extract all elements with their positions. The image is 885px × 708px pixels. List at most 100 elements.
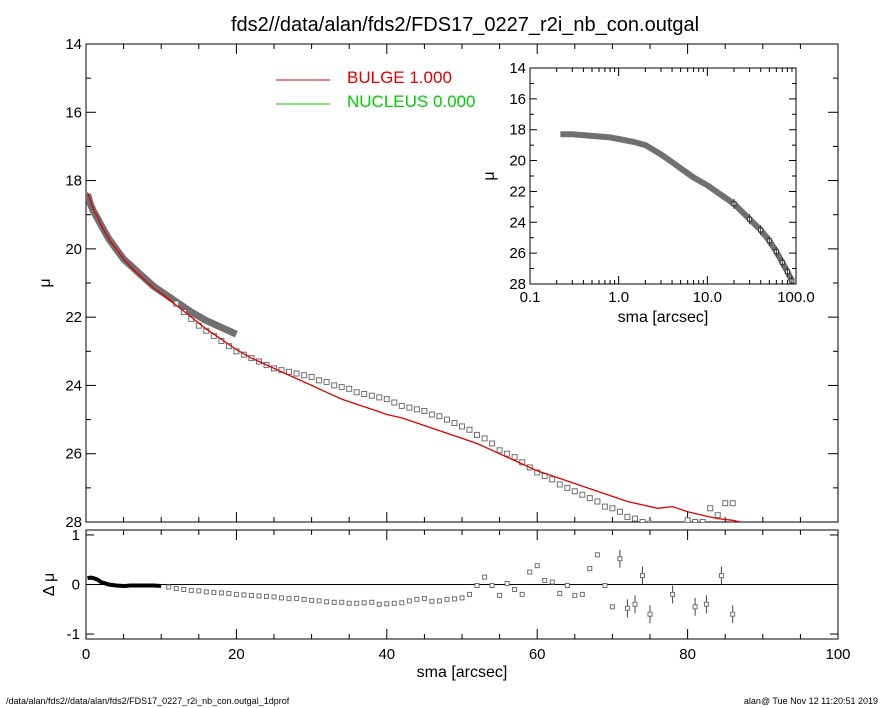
inset-profile-band	[560, 131, 795, 283]
residual-data-point	[361, 600, 367, 606]
residual-data-point	[594, 552, 600, 558]
residual-x-tick-label: 20	[228, 646, 245, 663]
residual-data-point	[527, 569, 533, 575]
footer-right: alan@ Tue Nov 12 11:20:51 2019	[744, 696, 878, 706]
inset-y-tick-label: 18	[509, 122, 526, 139]
residual-data-point	[572, 592, 578, 598]
main-data-point	[353, 389, 360, 396]
main-legend: BULGE 1.000 NUCLEUS 0.000	[276, 68, 476, 111]
main-data-point	[699, 519, 706, 522]
residual-data-point	[703, 601, 709, 607]
residual-data-point	[233, 591, 239, 597]
residual-y-tick-label: -1	[67, 626, 80, 643]
residual-data-point	[557, 590, 563, 596]
main-y-tick-label: 22	[65, 309, 82, 326]
inset-y-tick-label: 20	[509, 153, 526, 170]
inset-y-tick-label: 16	[509, 91, 526, 108]
main-data-point	[594, 498, 601, 505]
inset-x-tick-label: 10.0	[693, 289, 722, 306]
main-data-point	[684, 517, 691, 522]
inset-y-tick-label: 14	[509, 60, 526, 77]
main-data-point	[647, 520, 653, 522]
main-data-point	[489, 440, 496, 447]
residual-inner-line	[87, 575, 162, 588]
main-data-point	[729, 500, 736, 507]
main-data-point	[331, 382, 338, 389]
legend-label-nucleus: NUCLEUS 0.000	[347, 92, 476, 111]
main-data-point	[692, 519, 699, 522]
residual-data-point	[542, 578, 548, 583]
main-data-point	[428, 411, 435, 418]
inset-frame	[529, 67, 797, 285]
residual-x-tick-label: 0	[82, 646, 90, 663]
residual-data-point	[718, 573, 724, 579]
residual-data-point	[730, 611, 736, 617]
residual-x-tick-label: 60	[529, 646, 546, 663]
main-data-point	[707, 505, 714, 512]
residual-data-point	[354, 600, 360, 606]
main-data-point	[436, 413, 443, 420]
residual-data-point	[173, 586, 179, 591]
residual-data-point	[467, 591, 472, 597]
residual-data-point	[406, 598, 412, 604]
residual-data-point	[549, 579, 555, 585]
main-data-point	[421, 408, 428, 414]
main-data-point	[722, 500, 729, 507]
residual-data-point	[279, 595, 284, 601]
main-data-point	[586, 495, 593, 502]
main-y-tick-label: 18	[65, 173, 82, 190]
residual-data-point	[331, 599, 337, 605]
footer-left: /data/alan/fds2//data/alan/fds2/FDS17_02…	[6, 696, 290, 706]
residual-data-point	[324, 599, 330, 605]
residual-data-point	[482, 574, 488, 580]
residual-data-point	[459, 595, 465, 601]
main-data-point	[293, 370, 300, 377]
residual-data-point	[188, 587, 194, 593]
main-data-point	[534, 469, 541, 476]
main-y-axis-label: μ	[37, 278, 54, 287]
main-data-point	[451, 420, 458, 426]
main-data-point	[571, 488, 578, 495]
residual-y-tick-label: 0	[72, 577, 80, 594]
main-data-point	[286, 368, 292, 375]
main-data-point	[601, 503, 608, 510]
residual-data-point	[226, 590, 232, 596]
residual-data-point	[421, 595, 427, 601]
main-y-tick-label: 28	[65, 514, 82, 531]
inset-y-axis-label: μ	[481, 171, 498, 180]
main-data-point	[368, 392, 375, 399]
main-data-point	[323, 379, 330, 385]
main-data-point	[459, 423, 465, 430]
main-data-point	[564, 484, 571, 491]
inset-y-tick-label: 22	[509, 183, 526, 200]
residual-data-point	[196, 588, 202, 594]
residual-data-point	[429, 598, 435, 604]
main-data-point	[609, 505, 616, 512]
main-data-point	[504, 450, 511, 457]
main-data-point	[481, 435, 488, 442]
main-data-point	[616, 508, 623, 515]
residual-data-point	[256, 593, 262, 599]
residual-data-point	[166, 584, 172, 590]
main-data-point	[301, 372, 308, 379]
residual-data-point	[248, 592, 254, 598]
residual-data-point	[587, 566, 593, 572]
main-data-point	[549, 476, 556, 483]
residual-data-point	[218, 590, 224, 596]
main-profile-band	[86, 193, 238, 338]
main-y-tick-label: 14	[65, 36, 82, 53]
residual-data-point	[286, 595, 292, 601]
residual-data-point	[376, 601, 382, 607]
residual-data-point	[692, 604, 698, 610]
residual-x-tick-label: 100	[825, 646, 850, 663]
residual-data-point	[670, 591, 676, 597]
main-data-point	[466, 426, 473, 433]
residual-data-point	[624, 605, 630, 611]
main-y-tick-label: 26	[65, 446, 82, 463]
residual-data-point	[444, 596, 450, 602]
residual-data-point	[436, 598, 442, 604]
residual-data-point	[399, 600, 405, 606]
residual-data-point	[474, 583, 480, 588]
main-data	[86, 192, 741, 522]
